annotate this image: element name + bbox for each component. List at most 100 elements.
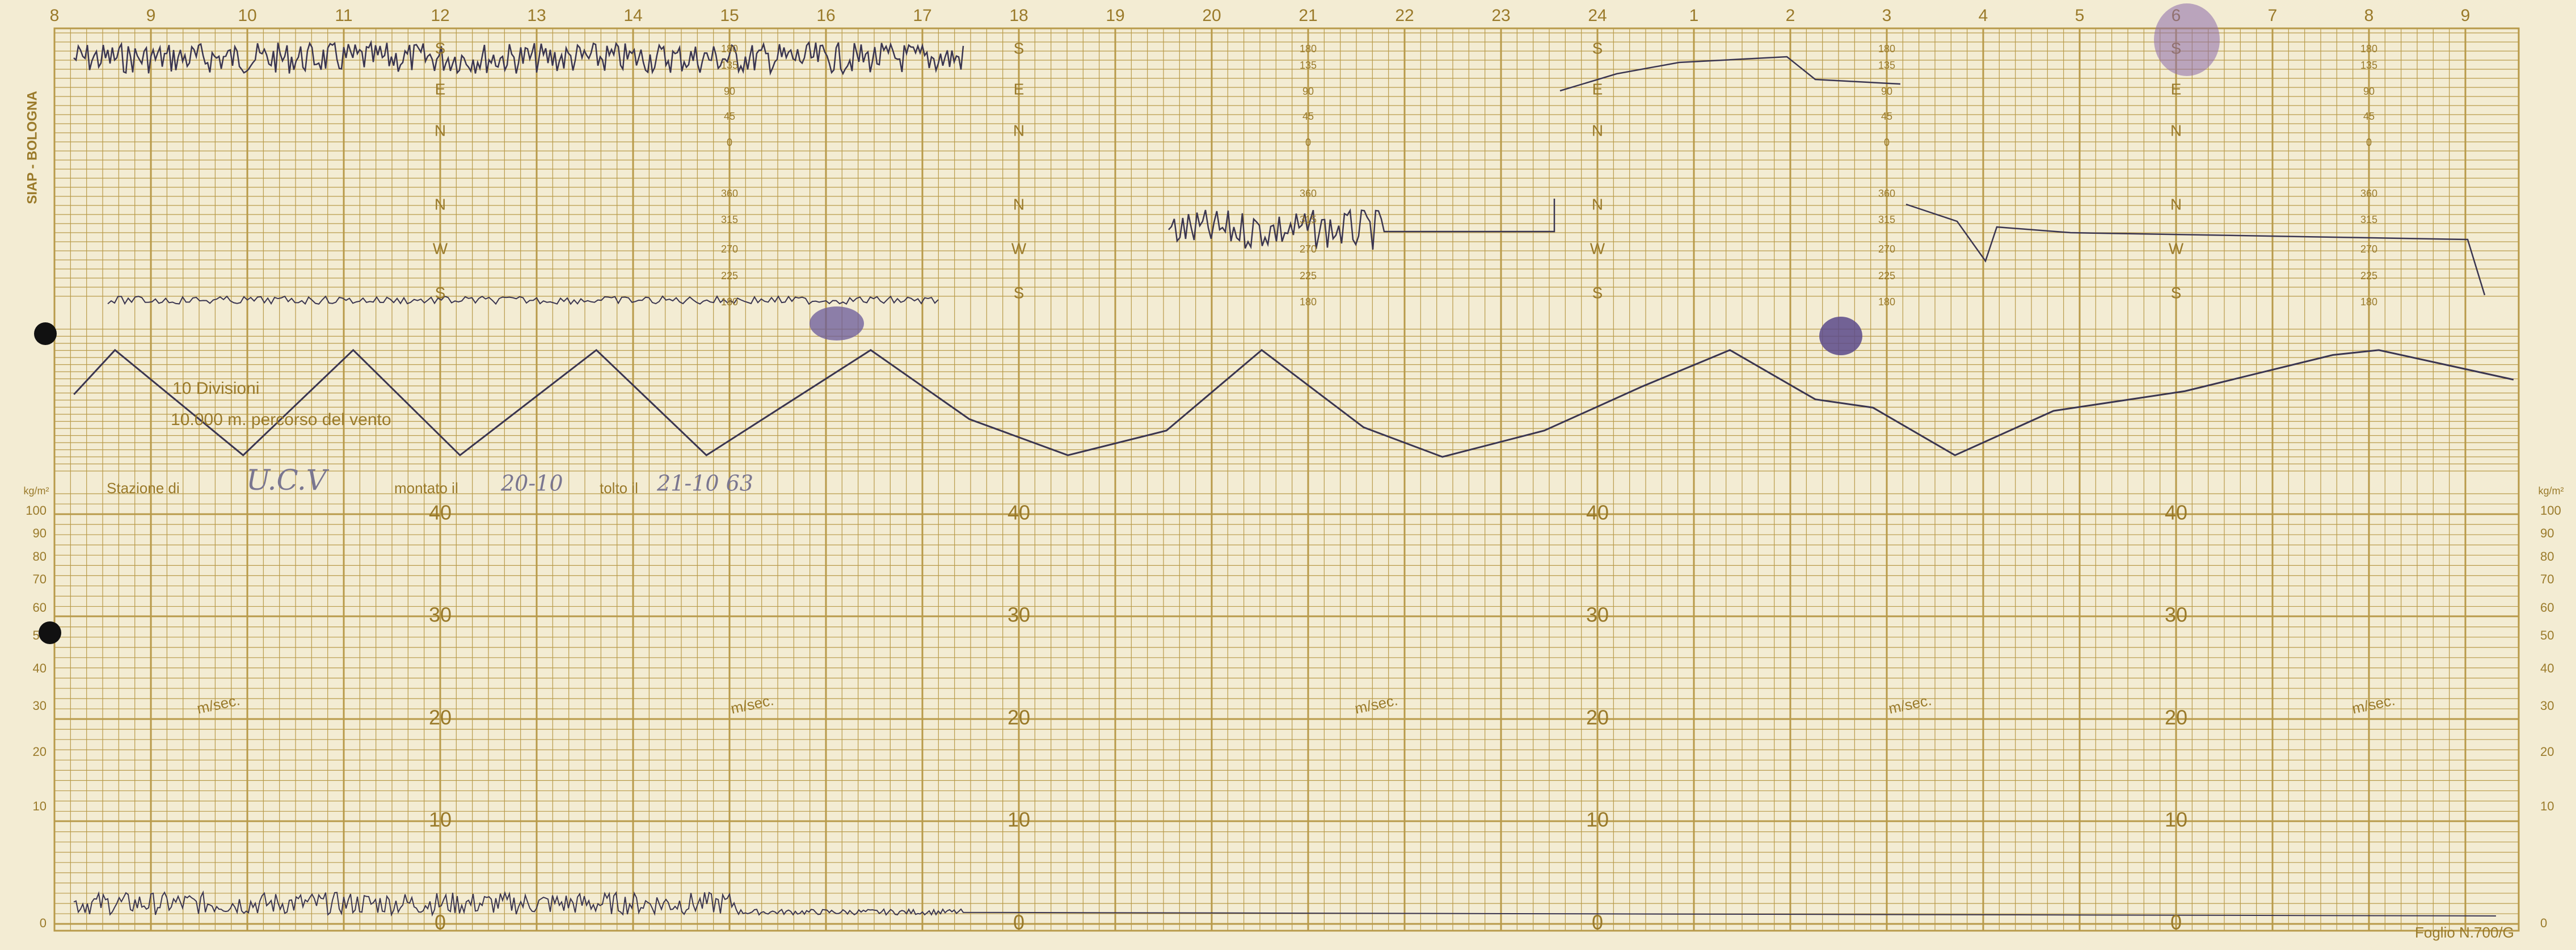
hour-label: 14 (623, 6, 642, 25)
hour-label: 10 (238, 6, 256, 25)
hour-label: 17 (913, 6, 931, 25)
degree-label: 360 (1878, 188, 1895, 199)
pressure-label: 100 (26, 503, 47, 518)
speed-label: 40 (429, 501, 452, 524)
pressure-label: 10 (2540, 799, 2554, 813)
mounted-value: 20-10 (500, 471, 563, 496)
degree-label: 45 (2363, 111, 2375, 122)
pressure-label: 20 (2540, 745, 2554, 759)
hour-label: 1 (1689, 6, 1699, 25)
hour-label: 11 (335, 6, 352, 25)
speed-label: 10 (429, 808, 452, 831)
degree-label: 0 (1305, 137, 1311, 148)
direction-letter: S (1592, 284, 1603, 301)
speed-label: 0 (1592, 911, 1603, 934)
hour-label: 9 (2461, 6, 2470, 25)
pressure-unit: kg/m² (24, 485, 49, 497)
pressure-label: 40 (33, 661, 47, 675)
degree-label: 360 (1300, 188, 1317, 199)
degree-label: 180 (1300, 43, 1317, 54)
degree-label: 90 (724, 86, 735, 97)
pressure-label: 0 (40, 916, 47, 930)
degree-label: 90 (1302, 86, 1314, 97)
hour-label: 7 (2268, 6, 2278, 25)
speed-label: 30 (1007, 603, 1030, 627)
hour-label: 5 (2075, 6, 2085, 25)
pressure-label: 70 (33, 572, 47, 586)
ink-stain (810, 306, 864, 341)
degree-label: 270 (2360, 243, 2377, 255)
degree-label: 0 (2366, 137, 2372, 148)
degree-label: 360 (721, 188, 738, 199)
ink-stain (2154, 3, 2220, 76)
degree-label: 135 (1300, 60, 1317, 71)
degree-label: 315 (1300, 214, 1317, 225)
pressure-label: 90 (33, 526, 47, 540)
hour-label: 12 (431, 6, 449, 25)
speed-label: 0 (2170, 911, 2182, 934)
pressure-label: 20 (33, 745, 47, 759)
degree-label: 0 (1884, 137, 1890, 148)
degree-label: 225 (721, 270, 738, 281)
speed-label: 30 (2165, 603, 2187, 627)
speed-label: 0 (1013, 911, 1025, 934)
degree-label: 180 (1300, 296, 1317, 308)
hour-label: 9 (146, 6, 156, 25)
direction-letter: S (1592, 39, 1603, 57)
degree-label: 225 (1300, 270, 1317, 281)
pressure-label: 70 (2540, 572, 2554, 586)
speed-label: 20 (429, 706, 452, 729)
direction-letter: W (2169, 239, 2184, 257)
pressure-label: 60 (2540, 600, 2554, 615)
hour-label: 21 (1298, 6, 1317, 25)
pressure-label: 80 (2540, 549, 2554, 564)
degree-label: 180 (1878, 43, 1895, 54)
pressure-label: 80 (33, 549, 47, 564)
hour-label: 20 (1202, 6, 1221, 25)
punch-hole (39, 621, 61, 644)
degree-label: 45 (1302, 111, 1314, 122)
direction-letter: E (1014, 80, 1025, 98)
hour-label: 15 (720, 6, 739, 25)
pressure-label: 0 (2540, 916, 2547, 930)
speed-label: 40 (2165, 501, 2187, 524)
direction-letter: S (1014, 39, 1025, 57)
degree-label: 0 (727, 137, 732, 148)
hour-label: 2 (1786, 6, 1795, 25)
hour-label: 16 (816, 6, 835, 25)
direction-letter: N (2170, 121, 2182, 139)
hour-label: 22 (1395, 6, 1414, 25)
speed-label: 20 (2165, 706, 2187, 729)
direction-letter: E (435, 80, 446, 98)
speed-label: 40 (1586, 501, 1609, 524)
speed-label: 10 (1007, 808, 1030, 831)
distance-note: 10 Divisioni (172, 379, 259, 398)
degree-label: 180 (721, 43, 738, 54)
degree-label: 225 (1878, 270, 1895, 281)
direction-letter: S (435, 39, 446, 57)
degree-label: 90 (1881, 86, 1892, 97)
hour-label: 23 (1491, 6, 1510, 25)
pressure-label: 100 (2540, 503, 2561, 518)
pressure-label: 60 (33, 600, 47, 615)
hour-label: 8 (50, 6, 60, 25)
pressure-label: 40 (2540, 661, 2554, 675)
degree-label: 135 (1878, 60, 1895, 71)
pressure-label: 30 (2540, 699, 2554, 713)
degree-label: 90 (2363, 86, 2375, 97)
pressure-label: 50 (2540, 628, 2554, 642)
degree-label: 225 (2360, 270, 2377, 281)
direction-letter: E (1592, 80, 1603, 98)
direction-trace (73, 40, 964, 76)
degree-label: 180 (1878, 296, 1895, 308)
degree-label: 135 (721, 60, 738, 71)
direction-letter: N (1592, 195, 1603, 213)
removed-label: tolto il (600, 480, 638, 497)
speed-label: 10 (2165, 808, 2187, 831)
speed-label: 30 (429, 603, 452, 627)
station-value: U.C.V (246, 464, 330, 497)
pressure-label: 30 (33, 699, 47, 713)
side-label: SIAP - BOLOGNA (24, 91, 40, 204)
